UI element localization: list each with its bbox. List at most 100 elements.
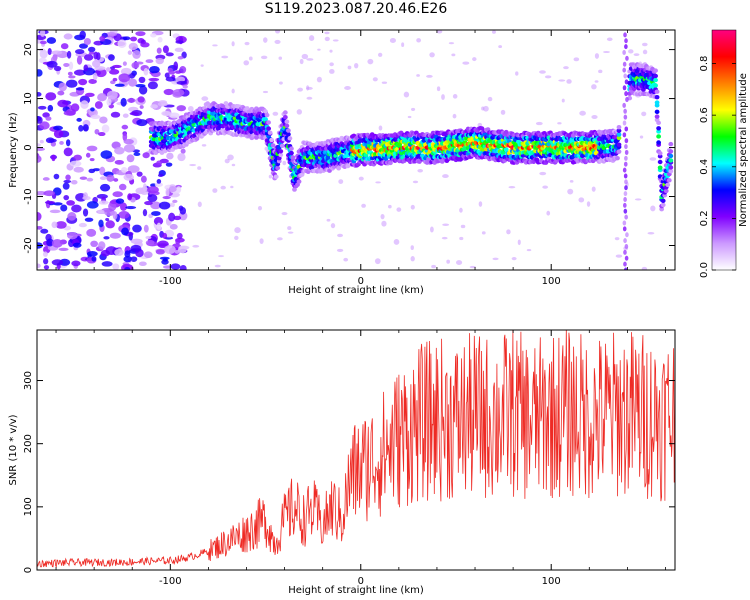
spectrogram-faint-dot (263, 37, 268, 43)
spectrogram-streak-cell (623, 196, 627, 202)
spectrogram-ridge-cell (657, 165, 663, 170)
spectrogram-x-tick-label: 0 (358, 276, 364, 287)
spectrogram-faint-dot (410, 204, 415, 210)
spectrogram-streak-cell (623, 202, 627, 208)
spectrogram-noise-blob (129, 111, 139, 116)
spectrogram-noise-blob (174, 70, 182, 74)
spectrogram-noise-blob (57, 90, 65, 96)
colorbar-tick-label: 0.8 (699, 56, 710, 72)
spectrogram-noise-blob (37, 212, 42, 221)
spectrogram-faint-dot (511, 257, 517, 261)
spectrogram-ridge-cell (659, 206, 665, 212)
spectrogram-streak-cell (624, 185, 628, 191)
spectrogram-noise-blob (47, 48, 52, 55)
spectrogram-noise-blob (105, 67, 111, 72)
spectrogram-faint-dot (281, 211, 288, 216)
spectrogram-faint-dot (275, 30, 281, 34)
spectrogram-noise-blob (176, 186, 182, 193)
spectrogram-noise-blob (114, 159, 124, 165)
spectrogram-noise-blob (93, 51, 99, 60)
spectrogram-noise-blob (162, 257, 168, 262)
spectrogram-noise-blob (176, 105, 187, 112)
spectrogram-noise-blob (57, 99, 69, 108)
spectrogram-noise-blob (153, 217, 164, 226)
spectrogram-faint-dot (591, 186, 596, 192)
spectrogram-noise-blob (142, 183, 147, 192)
spectrogram-streak-cell (623, 161, 628, 167)
spectrogram-noise-blob (140, 42, 150, 48)
spectrogram-ridge-cell (264, 112, 270, 118)
spectrogram-faint-dot (436, 86, 441, 92)
spectrogram-noise-blob (86, 145, 98, 152)
spectrogram-faint-dot (403, 91, 410, 98)
spectrogram-faint-dot (396, 207, 402, 212)
spectrogram-noise-blob (128, 42, 138, 51)
spectrogram-faint-dot (230, 185, 234, 189)
spectrogram-y-ticks: -20 -10 0 10 20 (23, 43, 675, 254)
spectrogram-noise-blob (130, 256, 138, 262)
spectrogram-faint-dot (579, 110, 586, 116)
spectrogram-ridge-cell (296, 179, 302, 184)
spectrogram-faint-dot (566, 79, 572, 84)
spectrogram-ridge-cell (282, 110, 288, 115)
spectrogram-faint-dot (416, 74, 420, 77)
spectrogram-faint-dot (224, 158, 230, 164)
spectrogram-faint-dot (296, 109, 303, 115)
spectrogram-y-tick-label: 10 (23, 92, 34, 105)
spectrogram-streak-cell (622, 167, 627, 173)
spectrogram-noise-blob (132, 50, 141, 59)
spectrogram-noise-blob (65, 139, 71, 147)
spectrogram-noise-blob (90, 240, 99, 248)
spectrogram-faint-dot (431, 264, 437, 269)
spectrogram-noise-blob (147, 194, 158, 203)
spectrogram-noise-blob (103, 236, 110, 240)
spectrogram-noise-blob (83, 192, 88, 200)
spectrogram-ridge-cell (269, 137, 275, 143)
spectrogram-noise-blob (148, 77, 160, 82)
spectrogram-noise-blob (79, 43, 88, 49)
spectrogram-noise-blob (88, 51, 95, 55)
spectrogram-noise-blob (88, 79, 97, 84)
spectrogram-noise-blob (59, 140, 64, 145)
spectrogram-noise-blob (127, 98, 136, 103)
spectrogram-streak-cell (625, 232, 629, 238)
spectrogram-faint-dot (573, 57, 580, 62)
spectrogram-streak-cell (622, 120, 627, 126)
spectrogram-noise-blob (156, 160, 163, 166)
spectrogram-noise-blob (136, 119, 148, 127)
spectrogram-noise-blob (42, 177, 50, 181)
spectrogram-noise-blob (86, 177, 94, 182)
spectrogram-faint-dot (287, 231, 294, 234)
spectrogram-noise-blob (67, 232, 78, 240)
spectrogram-faint-dot (407, 115, 412, 119)
spectrogram-noise-blob (123, 255, 133, 263)
spectrogram-noise-blob (99, 35, 106, 42)
spectrogram-ridge-cell (285, 132, 291, 137)
spectrogram-noise-blob (130, 36, 138, 42)
spectrogram-faint-dot (317, 48, 321, 51)
spectrogram-noise-blob (156, 47, 162, 54)
snr-y-tick-label: 300 (23, 371, 34, 390)
spectrogram-noise-blob (58, 82, 67, 92)
spectrogram-noise-blob (63, 110, 76, 116)
spectrogram-streak-cell (624, 179, 628, 185)
snr-y-ticks: 0 100 200 300 (23, 371, 675, 573)
spectrogram-noise-blob (161, 110, 172, 116)
spectrogram-faint-dot (306, 96, 313, 100)
spectrogram-streak-cell (623, 114, 628, 120)
spectrogram-faint-dot (563, 66, 569, 70)
spectrogram-faint-dot (338, 179, 344, 185)
spectrogram-ridge-cell (263, 117, 268, 122)
spectrogram-noise-blob (147, 81, 158, 90)
spectrogram-faint-dot (234, 227, 241, 234)
spectrogram-noise-blob (127, 193, 133, 201)
spectrogram-noise-blob (122, 61, 127, 66)
snr-x-tick-label: 100 (542, 576, 561, 587)
spectrogram-ridge-cell (668, 168, 674, 174)
spectrogram-faint-dot (451, 53, 456, 57)
spectrogram-noise-blob (51, 154, 56, 162)
spectrogram-faint-dot (561, 98, 565, 103)
spectrogram-noise-blob (76, 117, 82, 122)
spectrogram-faint-dot (517, 239, 521, 246)
spectrogram-noise-blob (79, 30, 86, 39)
